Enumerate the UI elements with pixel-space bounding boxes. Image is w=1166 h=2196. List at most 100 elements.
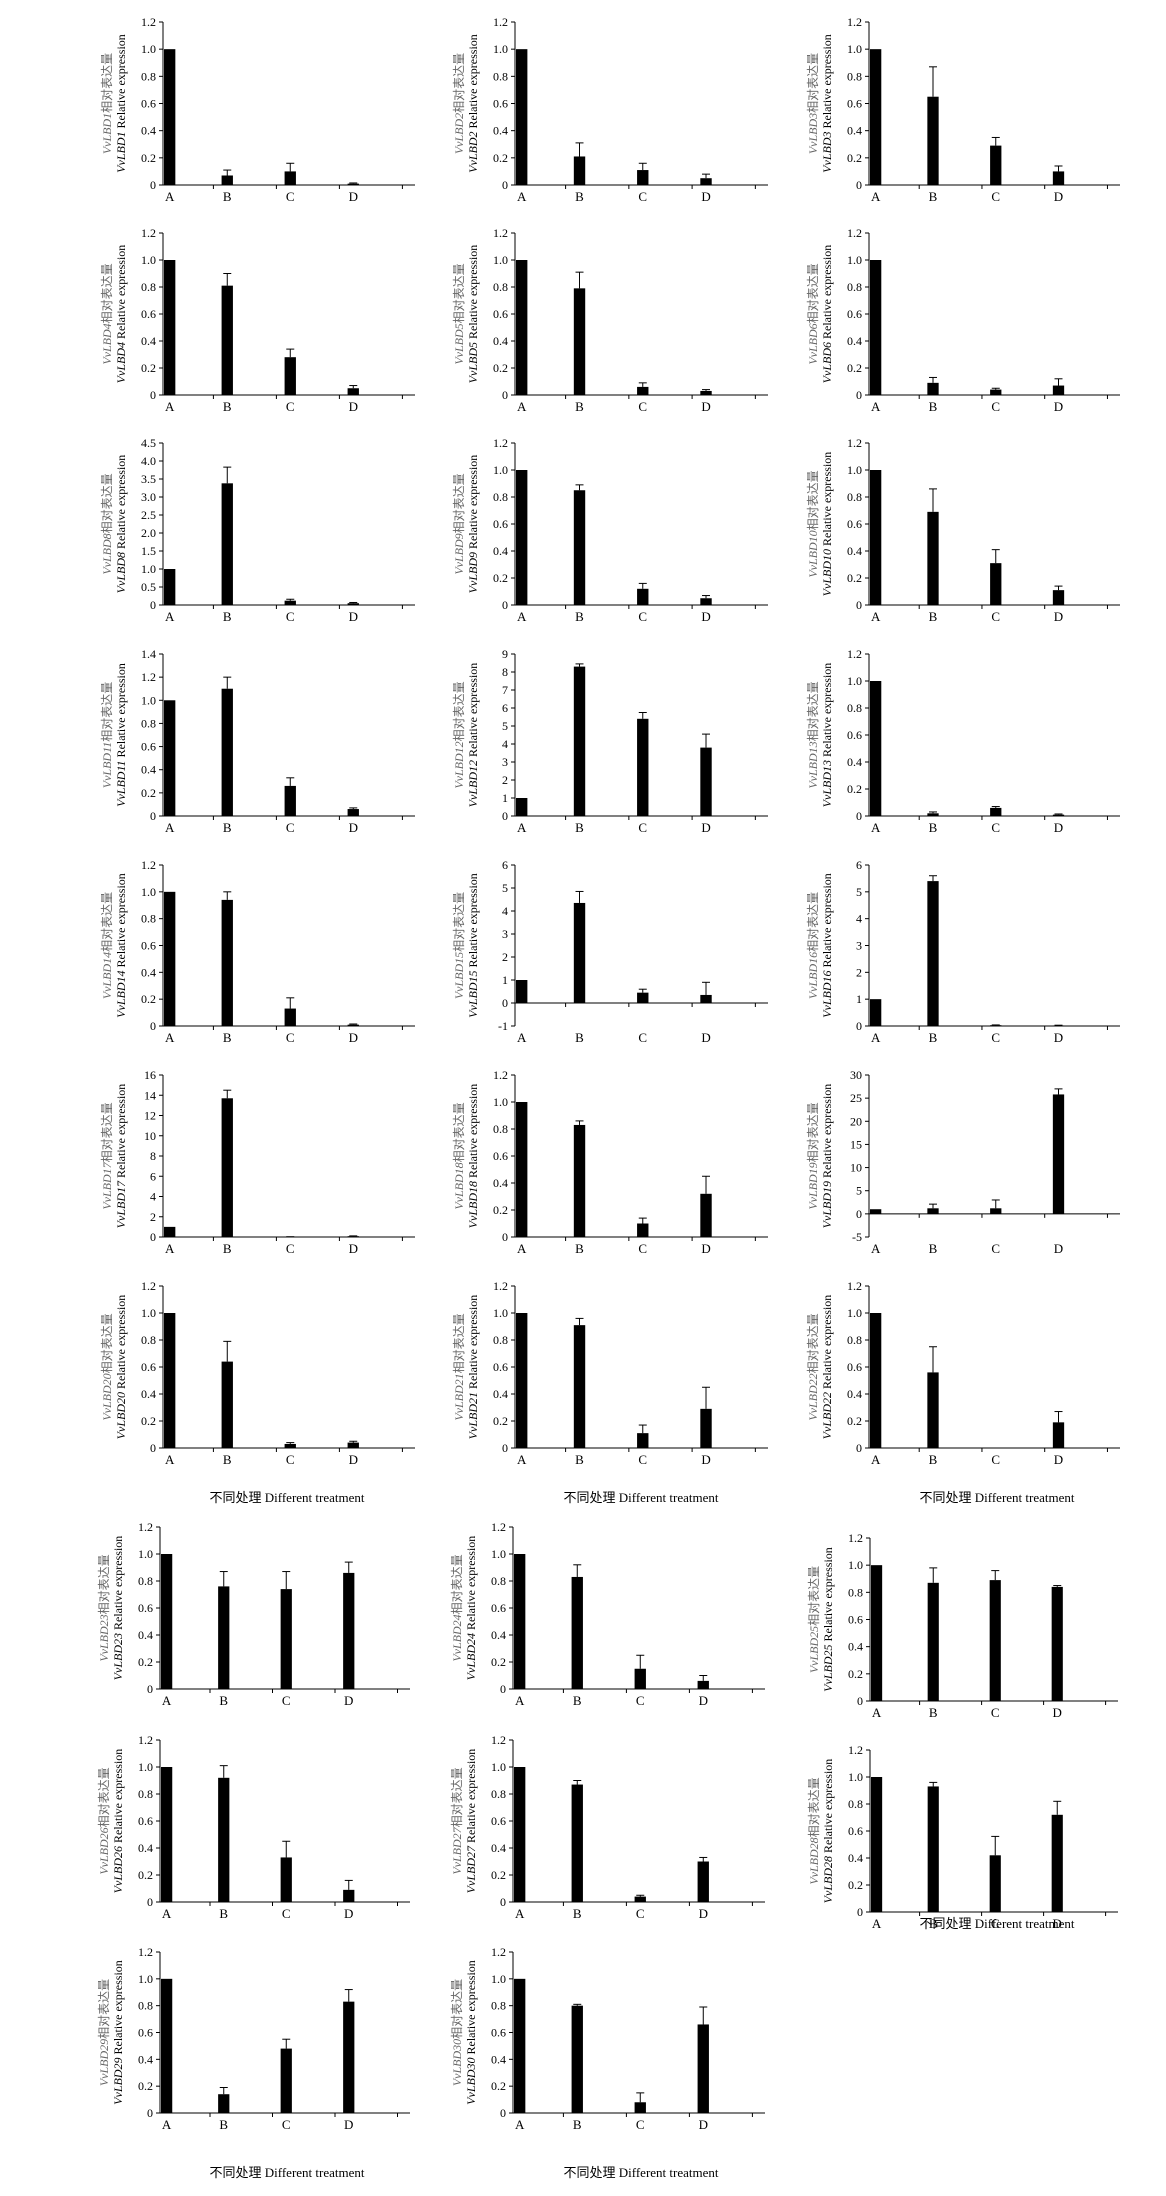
- chart-panel-vvlbd29: 0 0.2 0.4 0.6 0.8 1.0 1.2 A B C D VvLBD29相对表达量VvLBD…: [97, 1945, 410, 2132]
- bar-c: [989, 1855, 1001, 1912]
- bar-a: [870, 1209, 882, 1214]
- y-tick-label: 0.4: [491, 2052, 506, 2066]
- y-tick-label: 3: [502, 927, 508, 941]
- bar-d: [1051, 1814, 1063, 1912]
- x-category-label: C: [286, 189, 295, 204]
- chart-panel-vvlbd2: 0 0.2 0.4 0.6 0.8 1.0 1.2 A B C D VvLBD2相对表达量VvLBD2…: [452, 15, 768, 204]
- y-label-cn: VvLBD26相对表达量: [97, 1767, 111, 1874]
- y-tick-label: 0.6: [141, 307, 156, 321]
- y-label-cn: VvLBD16相对表达量: [806, 892, 820, 999]
- y-tick-label: 0: [856, 809, 862, 823]
- y-tick-label: 1.2: [138, 1945, 153, 1959]
- x-caption-col3-upper: 不同处理 Different treatment: [919, 1490, 1075, 1505]
- x-category-label: C: [991, 609, 1000, 624]
- y-tick-label: 0: [147, 2106, 153, 2120]
- y-tick-label: 1.0: [848, 1558, 863, 1572]
- y-tick-label: 1.2: [138, 1733, 153, 1747]
- y-tick-label: 8: [502, 665, 508, 679]
- y-label-en: VvLBD27 Relative expression: [464, 1749, 478, 1894]
- bar-a: [164, 1313, 176, 1448]
- y-label-cn: VvLBD17相对表达量: [100, 1102, 114, 1209]
- y-tick-label: 0.2: [141, 361, 156, 375]
- bar-a: [514, 1767, 526, 1902]
- y-tick-label: 0.4: [847, 334, 862, 348]
- x-category-label: C: [991, 1452, 1000, 1467]
- y-label-en: VvLBD4 Relative expression: [114, 245, 128, 384]
- y-tick-label: 0.8: [491, 1999, 506, 2013]
- y-tick-label: 1: [502, 791, 508, 805]
- y-tick-label: 1.2: [141, 15, 156, 29]
- y-tick-label: 0: [150, 388, 156, 402]
- bar-d: [1052, 814, 1065, 816]
- bar-b: [571, 2005, 583, 2113]
- y-tick-label: 1.0: [491, 1972, 506, 1986]
- y-tick-label: 0.4: [847, 1387, 862, 1401]
- y-tick-label: 0.6: [491, 1814, 506, 1828]
- bar-b: [927, 511, 939, 605]
- y-tick-label: 1.2: [493, 15, 508, 29]
- y-label-cn: VvLBD15相对表达量: [452, 892, 466, 999]
- y-tick-label: 2: [502, 950, 508, 964]
- y-tick-label: 0: [502, 388, 508, 402]
- x-category-label: C: [638, 399, 647, 414]
- y-label-en: VvLBD18 Relative expression: [466, 1084, 480, 1229]
- x-category-label: D: [349, 1241, 358, 1256]
- x-category-label: A: [165, 1241, 175, 1256]
- bar-c: [280, 1857, 292, 1902]
- y-tick-label: 0.6: [847, 517, 862, 531]
- bar-c: [284, 1008, 296, 1026]
- x-category-label: D: [344, 1906, 353, 1921]
- chart-panel-vvlbd10: 0 0.2 0.4 0.6 0.8 1.0 1.2 A B C D VvLBD10相对表达量VvLBD…: [806, 436, 1120, 624]
- bar-c: [284, 785, 296, 816]
- bar-c: [637, 992, 649, 1003]
- bar-b: [573, 902, 586, 1003]
- x-category-label: A: [872, 1705, 882, 1720]
- y-tick-label: 0: [857, 1694, 863, 1708]
- y-tick-label: 0: [150, 598, 156, 612]
- x-category-label: A: [517, 1452, 527, 1467]
- x-category-label: B: [929, 820, 938, 835]
- y-tick-label: 3.0: [141, 490, 156, 504]
- y-tick-label: 0.4: [493, 1176, 508, 1190]
- x-category-label: C: [991, 1241, 1000, 1256]
- y-tick-label: 0.8: [847, 490, 862, 504]
- y-tick-label: 7: [502, 683, 508, 697]
- y-tick-label: 1.0: [847, 674, 862, 688]
- bar-c: [284, 600, 296, 605]
- x-category-label: D: [349, 189, 358, 204]
- bar-d: [343, 2001, 355, 2113]
- y-tick-label: 6: [502, 858, 508, 872]
- x-category-label: D: [701, 609, 710, 624]
- bar-c: [990, 1208, 1002, 1214]
- y-tick-label: 0.2: [138, 1655, 153, 1669]
- x-category-label: C: [286, 1241, 295, 1256]
- y-tick-label: 0.4: [493, 124, 508, 138]
- bar-c: [637, 1433, 649, 1448]
- bar-d: [347, 1024, 359, 1026]
- y-tick-label: 0.2: [493, 1414, 508, 1428]
- y-tick-label: 0.2: [138, 2079, 153, 2093]
- y-label-cn: VvLBD2相对表达量: [452, 53, 466, 154]
- bar-d: [697, 1861, 709, 1902]
- bar-b: [573, 490, 586, 605]
- bar-a: [871, 1565, 883, 1701]
- y-tick-label: 0.2: [493, 361, 508, 375]
- y-tick-label: 0.2: [848, 1667, 863, 1681]
- y-tick-label: 6: [856, 858, 862, 872]
- y-tick-label: 1.2: [491, 1733, 506, 1747]
- bar-b: [218, 1586, 230, 1689]
- chart-panel-vvlbd20: 0 0.2 0.4 0.6 0.8 1.0 1.2 A B C D VvLBD20相对表达量VvLBD…: [100, 1279, 415, 1467]
- x-caption-col3-lower: 不同处理 Different treatment: [919, 1916, 1075, 1931]
- bar-b: [927, 382, 939, 395]
- y-tick-label: 1.2: [847, 1279, 862, 1293]
- x-category-label: D: [701, 1241, 710, 1256]
- y-label-cn: VvLBD5相对表达量: [452, 263, 466, 364]
- y-tick-label: 1.0: [141, 693, 156, 707]
- y-tick-label: 4.5: [141, 436, 156, 450]
- x-category-label: D: [1054, 1030, 1063, 1045]
- x-category-label: D: [349, 609, 358, 624]
- bar-b: [927, 1582, 939, 1701]
- x-category-label: D: [699, 2117, 708, 2132]
- bar-a: [161, 1554, 173, 1689]
